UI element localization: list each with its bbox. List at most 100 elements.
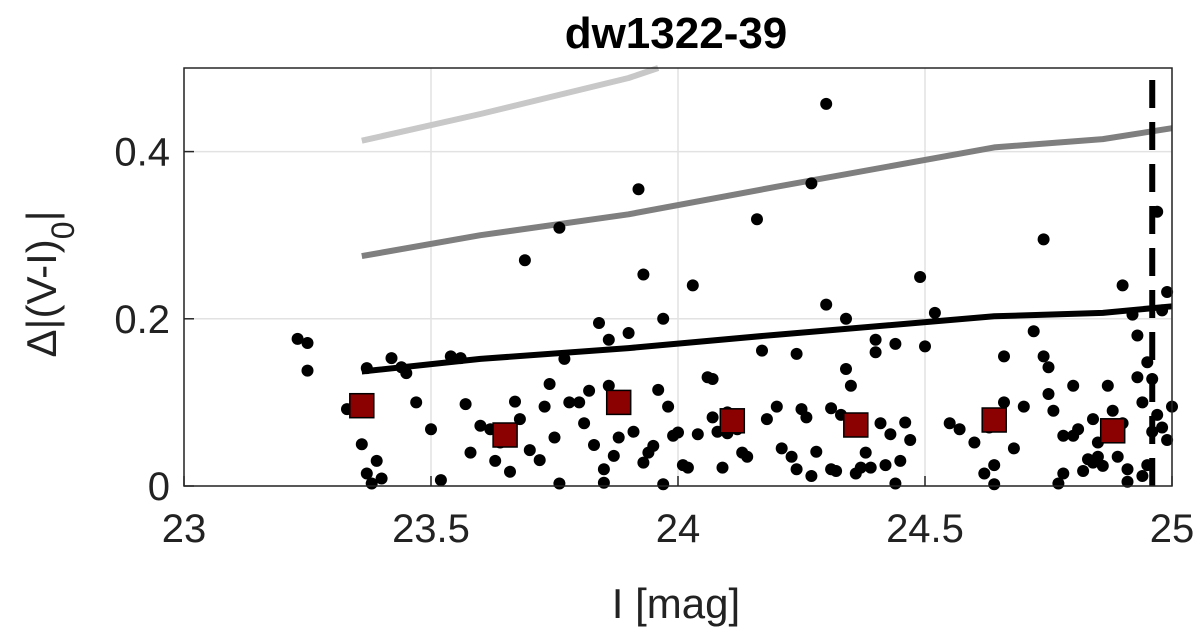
grid-lines xyxy=(183,68,1173,487)
scatter-point xyxy=(1126,308,1139,321)
x-axis-label: I [mag] xyxy=(612,580,740,627)
y-tick-label: 0.2 xyxy=(114,298,170,342)
scatter-point xyxy=(657,478,670,491)
scatter-point xyxy=(657,312,670,325)
threshold-curve xyxy=(361,303,1173,375)
scatter-point xyxy=(1131,371,1144,384)
scatter-point xyxy=(637,268,650,281)
scatter-point xyxy=(943,417,956,430)
scatter-point xyxy=(509,395,521,408)
scatter-point xyxy=(662,400,675,413)
scatter-point xyxy=(370,454,383,467)
scatter-point xyxy=(899,416,912,429)
scatter-point xyxy=(1106,404,1119,417)
scatter-point xyxy=(1027,325,1040,338)
scatter-point xyxy=(355,438,368,451)
scatter-point xyxy=(1161,434,1174,446)
binned-median-marker xyxy=(981,407,1007,433)
scatter-point xyxy=(553,221,566,234)
scatter-point xyxy=(854,461,867,474)
scatter-point xyxy=(588,439,600,451)
y-axis-label-main: Δ|(V-I) xyxy=(18,239,65,357)
scatter-point xyxy=(607,449,620,462)
scatter-point xyxy=(775,442,788,455)
scatter-point xyxy=(1077,465,1090,477)
scatter-point xyxy=(691,428,704,441)
scatter-point xyxy=(1151,205,1164,218)
y-axis-label: Δ|(V-I)0| xyxy=(18,210,81,357)
scatter-point xyxy=(830,465,843,477)
scatter-point xyxy=(805,177,818,190)
scatter-point xyxy=(1042,361,1055,374)
scatter-point xyxy=(1161,286,1174,298)
scatter-point xyxy=(1131,329,1144,342)
scatter-point xyxy=(820,298,833,311)
scatter-point xyxy=(760,413,773,426)
scatter-point xyxy=(652,383,665,396)
scatter-point xyxy=(840,312,852,325)
binned-median-markers xyxy=(349,389,1126,448)
scatter-point xyxy=(716,461,729,474)
scatter-point xyxy=(1116,279,1129,292)
scatter-point xyxy=(978,467,991,480)
scatter-point xyxy=(953,423,966,436)
y-axis-label-suffix: | xyxy=(18,210,65,221)
scatter-point xyxy=(1047,404,1060,417)
scatter-point xyxy=(518,254,531,267)
scatter-point xyxy=(1156,304,1169,317)
scatter-point xyxy=(583,384,596,397)
scatter-point xyxy=(874,417,887,430)
scatter-point xyxy=(1057,429,1070,442)
scatter-point xyxy=(820,97,833,110)
scatter-point xyxy=(454,352,467,365)
scatter-point xyxy=(597,463,610,476)
scatter-point xyxy=(1072,423,1085,436)
scatter-point xyxy=(1096,459,1109,472)
scatter-point xyxy=(504,465,516,478)
scatter-point xyxy=(612,431,625,444)
scatter-point xyxy=(681,461,694,474)
scatter-point xyxy=(1151,408,1164,421)
scatter-point xyxy=(1136,396,1149,409)
scatter-point xyxy=(523,444,536,457)
y-axis-label-subscript: 0 xyxy=(45,221,81,239)
scatter-point xyxy=(756,344,768,357)
scatter-point xyxy=(593,317,605,329)
scatter-point xyxy=(988,478,1001,491)
scatter-point xyxy=(869,333,882,346)
scatter-point xyxy=(637,456,650,469)
scatter-point xyxy=(751,213,763,226)
scatter-point xyxy=(894,454,907,467)
binned-median-marker xyxy=(349,392,375,419)
scatter-point xyxy=(859,446,872,459)
scatter-point xyxy=(785,450,798,463)
x-tick-label: 23 xyxy=(162,507,207,551)
scatter-point xyxy=(1017,400,1030,413)
binned-median-marker xyxy=(719,408,746,434)
binned-median-marker xyxy=(492,422,518,448)
scatter-point xyxy=(884,428,897,441)
scatter-point xyxy=(1141,459,1154,472)
scatter-point xyxy=(632,183,645,196)
scatter-point xyxy=(558,352,571,365)
scatter-point xyxy=(533,454,546,467)
x-tick-label: 24.5 xyxy=(886,507,964,551)
scatter-point xyxy=(301,364,314,377)
scatter-point xyxy=(1037,350,1050,363)
scatter-point xyxy=(1146,425,1159,438)
scatter-point xyxy=(1136,470,1149,482)
scatter-point xyxy=(864,461,877,474)
scatter-point xyxy=(360,362,373,375)
scatter-point xyxy=(1042,388,1055,400)
scatter-point xyxy=(840,363,852,375)
scatter-point xyxy=(543,378,556,390)
scatter-point xyxy=(597,476,610,489)
scatter-point xyxy=(998,350,1010,363)
scatter-point xyxy=(1141,356,1154,369)
scatter-point xyxy=(1111,450,1124,463)
scatter-point xyxy=(889,477,902,490)
y-tick-label: 0.4 xyxy=(114,131,170,175)
scatter-point xyxy=(400,367,413,380)
scatter-point xyxy=(998,396,1010,409)
scatter-point xyxy=(1121,475,1134,488)
